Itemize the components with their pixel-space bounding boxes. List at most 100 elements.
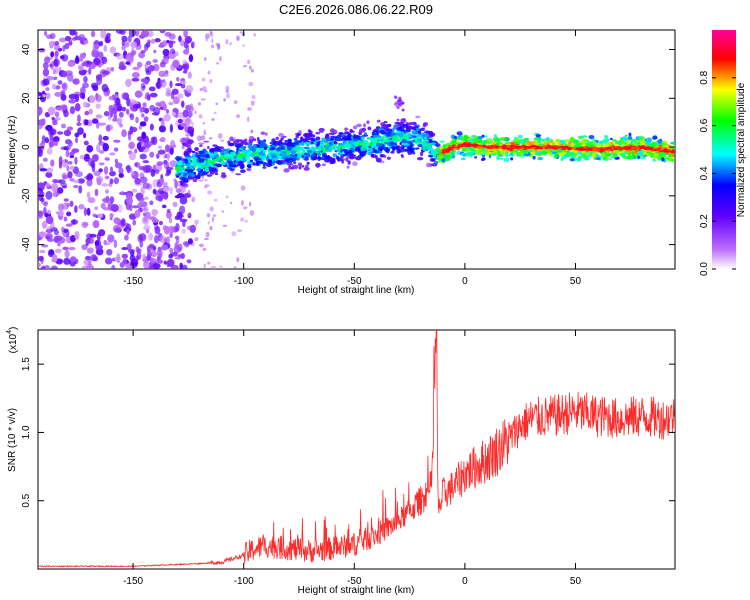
noise-cell bbox=[187, 213, 191, 216]
noise-cell bbox=[121, 92, 128, 100]
signal-peak-cell bbox=[447, 147, 452, 150]
noise-cell bbox=[132, 219, 137, 226]
signal-cell bbox=[180, 182, 184, 186]
signal-cell bbox=[573, 139, 580, 145]
signal-cell bbox=[372, 143, 376, 147]
signal-cell bbox=[212, 167, 217, 172]
signal-cell bbox=[456, 131, 463, 136]
noise-cell bbox=[100, 30, 107, 39]
signal-cell bbox=[321, 163, 326, 167]
signal-cell bbox=[388, 141, 395, 146]
noise-cell bbox=[104, 189, 110, 194]
signal-peak-cell bbox=[461, 143, 466, 146]
noise-cell bbox=[62, 246, 69, 251]
noise-cell bbox=[204, 184, 210, 188]
noise-cell bbox=[240, 185, 246, 191]
noise-cell bbox=[125, 61, 131, 65]
signal-cell bbox=[208, 160, 212, 164]
outlier-cell bbox=[393, 95, 397, 99]
signal-peak-cell bbox=[568, 148, 573, 151]
signal-cell bbox=[415, 127, 420, 132]
noise-cell bbox=[78, 34, 85, 39]
noise-cell bbox=[233, 266, 237, 269]
signal-cell bbox=[352, 154, 357, 157]
noise-cell bbox=[199, 179, 204, 182]
noise-cell bbox=[95, 248, 104, 256]
signal-cell bbox=[331, 140, 334, 146]
noise-cell bbox=[250, 100, 255, 106]
noise-cell bbox=[143, 215, 148, 223]
colorbar-label: Normalized spectral amplitude bbox=[736, 82, 747, 217]
signal-cell bbox=[199, 171, 206, 174]
signal-cell bbox=[423, 136, 427, 140]
signal-cell bbox=[246, 167, 252, 172]
signal-cell bbox=[262, 150, 267, 153]
x-tick-label: -100 bbox=[234, 576, 254, 587]
noise-cell bbox=[64, 43, 70, 50]
signal-cell bbox=[505, 150, 509, 156]
signal-cell bbox=[441, 158, 446, 163]
signal-cell bbox=[456, 139, 460, 143]
signal-cell bbox=[320, 158, 327, 161]
signal-cell bbox=[627, 136, 633, 140]
signal-cell bbox=[409, 121, 413, 126]
noise-cell bbox=[83, 207, 87, 217]
signal-cell bbox=[401, 138, 408, 144]
signal-cell bbox=[280, 154, 288, 158]
noise-cell bbox=[237, 229, 242, 232]
signal-peak-cell bbox=[663, 148, 668, 151]
noise-cell bbox=[91, 118, 99, 124]
signal-cell bbox=[198, 158, 205, 163]
signal-cell bbox=[177, 160, 183, 166]
signal-peak-cell bbox=[527, 146, 532, 149]
noise-cell bbox=[81, 244, 88, 251]
noise-cell bbox=[78, 204, 85, 210]
y-tick-label: 1.5 bbox=[21, 357, 32, 371]
noise-cell bbox=[92, 220, 100, 229]
signal-cell bbox=[382, 146, 389, 150]
signal-cell bbox=[671, 153, 675, 158]
y-scale-exponent: 4 bbox=[6, 330, 13, 334]
signal-peak-cell bbox=[465, 144, 470, 147]
noise-cell bbox=[180, 252, 185, 260]
noise-cell bbox=[121, 246, 129, 251]
signal-cell bbox=[274, 158, 278, 162]
signal-cell bbox=[290, 151, 297, 154]
signal-peak-cell bbox=[649, 147, 654, 150]
top-y-ticks: -40 -20 0 20 40 bbox=[21, 44, 675, 252]
noise-cell bbox=[186, 259, 192, 264]
signal-cell bbox=[286, 162, 294, 166]
signal-cell bbox=[393, 125, 398, 130]
signal-cell bbox=[499, 157, 504, 160]
noise-cell bbox=[50, 159, 55, 167]
signal-cell bbox=[183, 152, 188, 157]
noise-cell bbox=[43, 202, 48, 207]
signal-cell bbox=[245, 157, 251, 161]
noise-cell bbox=[92, 44, 100, 49]
signal-cell bbox=[309, 134, 316, 138]
noise-cell bbox=[200, 135, 206, 141]
signal-cell bbox=[246, 152, 251, 157]
signal-cell bbox=[605, 155, 609, 160]
noise-cell bbox=[149, 92, 158, 98]
noise-cell bbox=[150, 257, 157, 264]
noise-cell bbox=[251, 94, 256, 100]
noise-cell bbox=[165, 236, 170, 245]
signal-cell bbox=[349, 142, 356, 146]
signal-cell bbox=[326, 157, 333, 162]
noise-cell bbox=[143, 206, 149, 212]
signal-cell bbox=[330, 138, 335, 141]
signal-cell bbox=[393, 135, 399, 139]
signal-cell bbox=[325, 141, 329, 147]
signal-cell bbox=[400, 154, 404, 157]
signal-cell bbox=[411, 130, 418, 135]
signal-cell bbox=[504, 154, 510, 157]
noise-cell bbox=[203, 263, 206, 268]
noise-cell bbox=[176, 93, 184, 99]
signal-cell bbox=[255, 149, 262, 153]
signal-cell bbox=[194, 146, 199, 152]
noise-cell bbox=[77, 114, 81, 123]
noise-cell bbox=[199, 87, 203, 92]
signal-cell bbox=[195, 152, 198, 156]
noise-cell bbox=[53, 58, 60, 68]
